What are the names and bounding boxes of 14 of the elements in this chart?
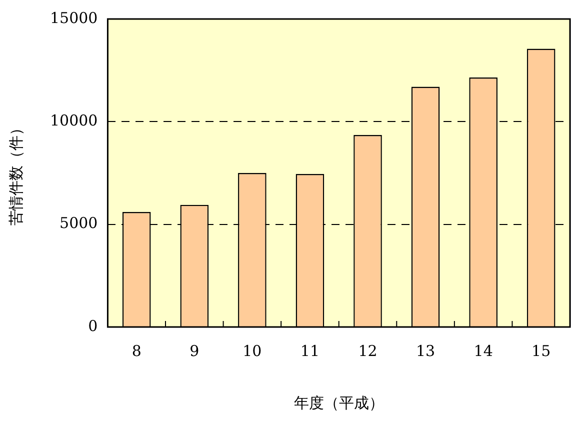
y-tick-label: 0 <box>88 316 98 335</box>
x-tick-label: 13 <box>416 342 436 360</box>
x-tick-label: 9 <box>190 342 200 360</box>
x-tick-label: 11 <box>300 342 320 360</box>
y-axis-title: 苦情件数（件） <box>6 120 25 226</box>
y-tick-label: 5000 <box>60 214 98 232</box>
x-tick-label: 8 <box>132 342 142 360</box>
x-tick-label: 14 <box>474 342 493 360</box>
x-tick-label: 10 <box>242 342 262 360</box>
x-tick-label: 12 <box>358 342 378 360</box>
x-axis-title: 年度（平成） <box>294 394 384 412</box>
y-tick-label: 10000 <box>50 112 98 130</box>
y-tick-label: 15000 <box>50 8 98 27</box>
x-tick-label: 15 <box>532 342 551 360</box>
